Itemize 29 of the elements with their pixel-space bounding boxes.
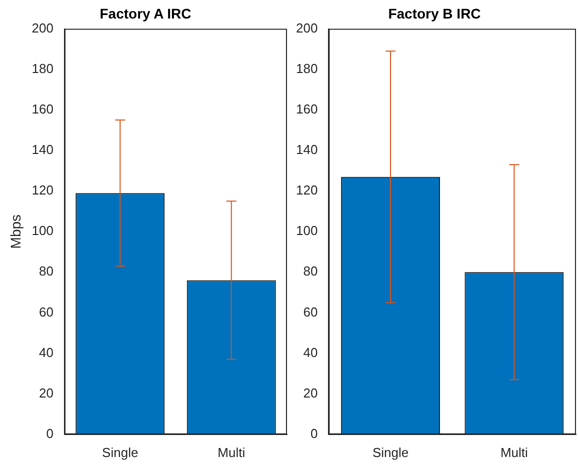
y-tick-label: 140 bbox=[296, 142, 318, 158]
y-tick-label: 40 bbox=[303, 344, 318, 360]
y-tick-label: 60 bbox=[303, 304, 318, 320]
y-tick-label: 140 bbox=[32, 142, 54, 158]
y-tick-label: 180 bbox=[32, 60, 54, 76]
y-tick-label: 200 bbox=[32, 20, 54, 36]
y-axis-title: Mbps bbox=[7, 214, 24, 249]
y-tick-label: 0 bbox=[46, 426, 54, 441]
x-tick-label: Single bbox=[102, 444, 138, 460]
y-tick-label: 200 bbox=[296, 20, 318, 36]
y-tick-label: 40 bbox=[39, 344, 54, 360]
y-tick-label: 120 bbox=[296, 182, 318, 198]
y-tick-label: 120 bbox=[32, 182, 54, 198]
y-tick-label: 60 bbox=[39, 304, 54, 320]
y-tick-label: 80 bbox=[303, 264, 318, 279]
y-tick-label: 180 bbox=[296, 60, 318, 76]
y-tick-label: 20 bbox=[39, 385, 54, 400]
y-tick-label: 160 bbox=[32, 102, 54, 116]
y-tick-label: 100 bbox=[32, 223, 54, 238]
x-tick-label: Single bbox=[372, 444, 409, 460]
x-tick-label: Multi bbox=[218, 444, 246, 460]
y-tick-label: 20 bbox=[303, 385, 318, 400]
y-tick-label: 80 bbox=[39, 264, 54, 279]
y-tick-label: 0 bbox=[310, 426, 318, 441]
y-tick-label: 160 bbox=[296, 102, 318, 116]
chart-title: Factory B IRC bbox=[388, 5, 481, 22]
y-tick-label: 100 bbox=[296, 223, 318, 238]
x-tick-label: Multi bbox=[500, 444, 528, 460]
chart-title: Factory A IRC bbox=[100, 5, 192, 22]
